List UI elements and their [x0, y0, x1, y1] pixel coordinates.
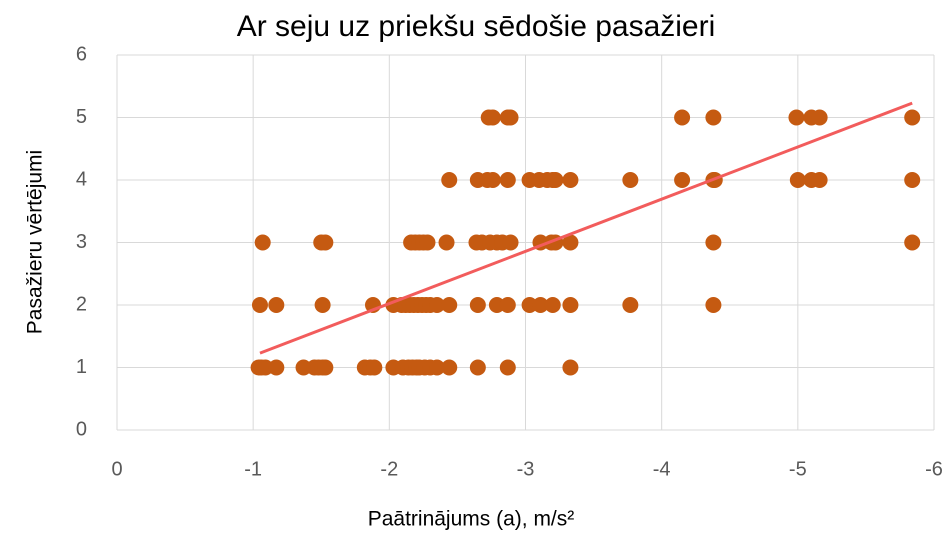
point — [502, 109, 519, 126]
point — [314, 297, 331, 313]
point — [811, 109, 828, 126]
point — [622, 172, 639, 188]
point — [904, 109, 921, 126]
point — [254, 234, 271, 251]
point — [502, 234, 519, 251]
x-tick-label: -2 — [380, 458, 398, 480]
point — [499, 297, 516, 313]
point — [622, 297, 639, 313]
point — [251, 297, 268, 313]
point — [469, 297, 486, 313]
point — [705, 234, 722, 251]
point — [428, 359, 445, 376]
point — [562, 234, 579, 251]
point — [811, 172, 828, 188]
point — [469, 359, 486, 376]
x-tick-label: -6 — [925, 458, 942, 480]
point — [268, 359, 285, 376]
point — [904, 234, 921, 251]
point — [547, 172, 564, 188]
x-axis-title: Paātrinājums (a), m/s² — [368, 508, 575, 531]
x-tick-label: -5 — [789, 458, 807, 480]
chart-title: Ar seju uz priekšu sēdošie pasažieri — [237, 10, 716, 43]
point — [788, 109, 805, 126]
point — [366, 359, 383, 376]
point — [562, 359, 579, 376]
y-tick-label: 3 — [76, 231, 87, 253]
point — [705, 297, 722, 313]
x-tick-label: 0 — [111, 458, 122, 480]
point — [317, 234, 334, 251]
point — [499, 359, 516, 376]
point — [441, 359, 458, 376]
point — [532, 297, 549, 313]
point — [484, 172, 501, 188]
point — [484, 109, 501, 126]
y-tick-label: 6 — [76, 43, 87, 65]
x-tick-label: -3 — [517, 458, 535, 480]
point — [428, 297, 445, 313]
y-axis-title: Pasažieru vērtējumi — [24, 150, 47, 334]
point — [317, 359, 334, 376]
y-tick-label: 1 — [76, 356, 87, 378]
point — [904, 172, 921, 188]
point — [268, 297, 285, 313]
point — [419, 234, 436, 251]
point — [705, 109, 722, 126]
trendline — [259, 101, 913, 355]
y-tick-label: 5 — [76, 106, 87, 128]
point — [499, 172, 516, 188]
point — [674, 172, 691, 188]
point — [441, 172, 458, 188]
point — [441, 297, 458, 313]
point — [438, 234, 455, 251]
point — [562, 297, 579, 313]
point — [789, 172, 806, 188]
point — [544, 297, 561, 313]
y-tick-label: 0 — [76, 418, 87, 440]
point — [562, 172, 579, 188]
point — [674, 109, 691, 126]
y-tick-label: 2 — [76, 293, 87, 315]
x-tick-label: -1 — [244, 458, 262, 480]
x-tick-label: -4 — [653, 458, 671, 480]
y-tick-label: 4 — [76, 168, 87, 190]
